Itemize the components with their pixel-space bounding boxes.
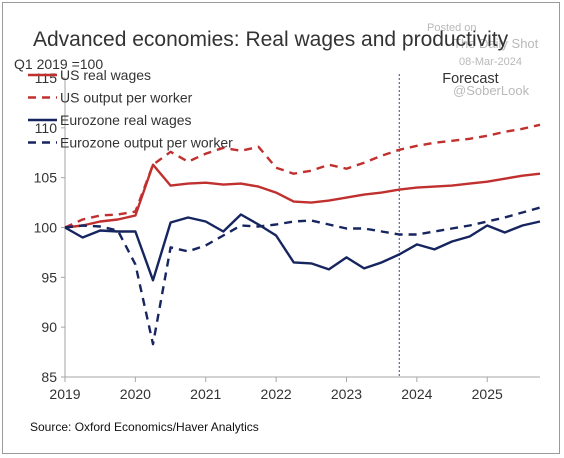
legend-label: Eurozone real wages — [60, 112, 192, 128]
source-note: Source: Oxford Economics/Haver Analytics — [30, 420, 259, 434]
y-tick-label: 105 — [34, 170, 58, 186]
legend-label: Eurozone output per worker — [60, 135, 233, 151]
axes: 85 90 95 100 105 110 115 2019 2020 2021 2022 2023 20… — [34, 70, 540, 402]
legend-label: US real wages — [60, 67, 151, 83]
watermark-handle: @SoberLook — [453, 83, 530, 98]
chart-title: Advanced economies: Real wages and produ… — [33, 28, 509, 51]
forecast-label: Forecast — [442, 71, 498, 87]
y-tick-label: 110 — [35, 120, 58, 136]
x-tick-label: 2019 — [49, 386, 80, 402]
x-tick-label: 2024 — [401, 386, 432, 402]
x-tick-label: 2022 — [261, 386, 292, 402]
y-tick-label: 85 — [41, 369, 57, 385]
y-tick-label: 90 — [41, 319, 57, 335]
x-tick-label: 2023 — [331, 386, 362, 402]
legend-label: US output per worker — [60, 90, 193, 106]
watermark-site: The Daily Shot — [453, 36, 539, 51]
legend: US real wages US output per worker Eurozon… — [28, 67, 233, 151]
series-group — [64, 123, 541, 346]
chart: Posted on The Daily Shot 08-Mar-2024 @So… — [14, 22, 541, 434]
y-tick-label: 95 — [41, 269, 57, 285]
series-line-eurozone-output-per-worker — [64, 206, 541, 346]
chart-frame: Posted on The Daily Shot 08-Mar-2024 @So… — [2, 2, 560, 454]
watermark-posted-on: Posted on — [427, 22, 477, 34]
y-tick-label: 115 — [35, 70, 58, 86]
series-line-us-real-wages — [64, 163, 541, 229]
forecast-group: Forecast — [398, 71, 499, 377]
chart-subtitle: Q1 2019 =100 — [14, 56, 103, 72]
x-tick-label: 2020 — [120, 386, 151, 402]
y-tick-label: 100 — [34, 220, 58, 236]
series-line-eurozone-real-wages — [64, 213, 541, 282]
watermark-date: 08-Mar-2024 — [459, 56, 522, 68]
x-tick-label: 2025 — [472, 386, 503, 402]
x-tick-label: 2021 — [190, 386, 221, 402]
